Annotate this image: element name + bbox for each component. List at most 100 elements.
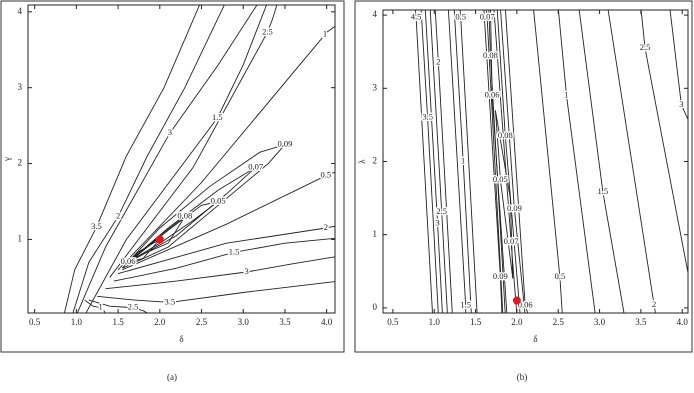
y-tick-label: 0 [373, 302, 378, 312]
marker-point [155, 235, 164, 244]
contour-label: 0.05 [211, 195, 226, 205]
contour-line [504, 10, 529, 313]
contour-line [85, 5, 267, 313]
contour-label: 0.09 [278, 139, 293, 149]
contour-label: 0.06 [121, 256, 136, 266]
x-tick-label: 3.5 [635, 317, 647, 327]
contour-line [494, 110, 514, 279]
contour-label: 0.07 [504, 236, 519, 246]
contour-label: 1 [461, 155, 465, 165]
plot-area: 3.5 2 3 1.5 2.5 1 0.09 0.07 0.05 0.08 0.06 0.5 2 1.5 3… [63, 5, 335, 313]
x-tick-label: 1.0 [71, 317, 83, 327]
contour-line [490, 10, 508, 313]
x-tick-label: 3.0 [238, 317, 250, 327]
marker-point [512, 296, 521, 305]
y-tick-label: 1 [373, 229, 378, 239]
contour-line [88, 299, 149, 313]
y-axis-label: λ [357, 159, 367, 164]
contour-label: 1.5 [460, 300, 471, 310]
contour-line [607, 10, 656, 313]
plot-frame [382, 9, 689, 314]
contour-line [434, 10, 453, 313]
contour-label: 0.5 [555, 271, 566, 281]
contour-label: 3.5 [165, 296, 176, 306]
contour-label: 3 [435, 218, 439, 228]
x-tick-label: 2.5 [196, 317, 208, 327]
contour-line [533, 10, 563, 313]
x-axis-label: δ [533, 334, 537, 344]
x-tick-label: 3.0 [594, 317, 606, 327]
contour-line [117, 225, 335, 275]
contour-line [121, 143, 287, 269]
contour-label: 3.5 [91, 221, 102, 231]
contour-line [97, 281, 335, 303]
contour-label: 3 [679, 99, 683, 109]
contour-line [496, 10, 521, 313]
contour-label: 1.5 [598, 186, 609, 196]
contour-label: 1 [564, 90, 568, 100]
contour-label: 0.08 [483, 50, 498, 60]
contour-label: 2.5 [262, 26, 273, 36]
contour-line [493, 10, 518, 313]
contour-label: 2.5 [128, 302, 139, 312]
panel-border [0, 0, 345, 353]
contour-line [126, 166, 257, 265]
contour-label: 2 [324, 222, 328, 232]
contour-label: 4.5 [411, 11, 422, 21]
contour-label: 0.07 [248, 161, 263, 171]
y-tick-label: 2 [18, 158, 23, 168]
plot-area: 4.5 3.5 3 2.5 2 1.5 1 0.5 0.09 0.07 0.08 0.06 0.05 0.… [409, 10, 688, 313]
contour-label: 2.5 [436, 206, 447, 216]
panel-border [354, 0, 693, 353]
contour-label: 0.5 [455, 11, 466, 21]
contour-label: 0.06 [485, 90, 500, 100]
contour-label: 0.09 [493, 271, 508, 281]
contour-line [117, 25, 335, 271]
y-tick-label: 3 [373, 82, 378, 92]
y-tick-label: 4 [18, 6, 23, 16]
x-tick-label: 0.5 [29, 317, 41, 327]
contour-line [105, 256, 335, 290]
x-tick-label: 1.5 [112, 317, 124, 327]
contour-line [486, 10, 504, 313]
contour-line [488, 10, 506, 313]
contour-label: 2 [116, 211, 120, 221]
x-tick-label: 2.0 [154, 317, 166, 327]
x-tick-label: 2.5 [553, 317, 565, 327]
contour-label: 1.5 [212, 112, 223, 122]
contour-line [134, 216, 186, 259]
contour-line [500, 10, 526, 313]
contour-line [640, 10, 688, 276]
x-axis-label: δ [179, 334, 183, 344]
contour-line [122, 171, 335, 271]
contour-label: 1 [98, 302, 102, 312]
x-tick-label: 0.5 [387, 317, 399, 327]
contour-label: 0.08 [177, 211, 192, 221]
y-tick-label: 4 [373, 9, 378, 19]
contour-line [557, 10, 596, 313]
contour-line [578, 10, 625, 313]
contour-label: 0.09 [507, 203, 522, 213]
contour-line [72, 5, 225, 313]
contour-line [76, 5, 258, 313]
x-tick-label: 4.0 [321, 317, 333, 327]
contour-line [113, 237, 335, 282]
caption: (a) [167, 372, 177, 382]
contour-line [424, 10, 443, 313]
contour-label: 1 [323, 29, 327, 39]
contour-line [429, 10, 448, 313]
contour-line [459, 10, 478, 313]
x-tick-label: 1.5 [470, 317, 482, 327]
contour-label: 1.5 [229, 246, 240, 256]
contour-line [63, 5, 201, 313]
contour-line [420, 10, 439, 313]
y-axis-label: γ [2, 157, 12, 162]
x-tick-label: 1.0 [429, 317, 441, 327]
x-tick-label: 3.5 [279, 317, 291, 327]
contour-label: 2 [652, 299, 656, 309]
contour-line [109, 5, 278, 278]
contour-line [84, 299, 106, 313]
contour-label: 2.5 [640, 42, 651, 52]
x-tick-label: 4.0 [677, 317, 689, 327]
